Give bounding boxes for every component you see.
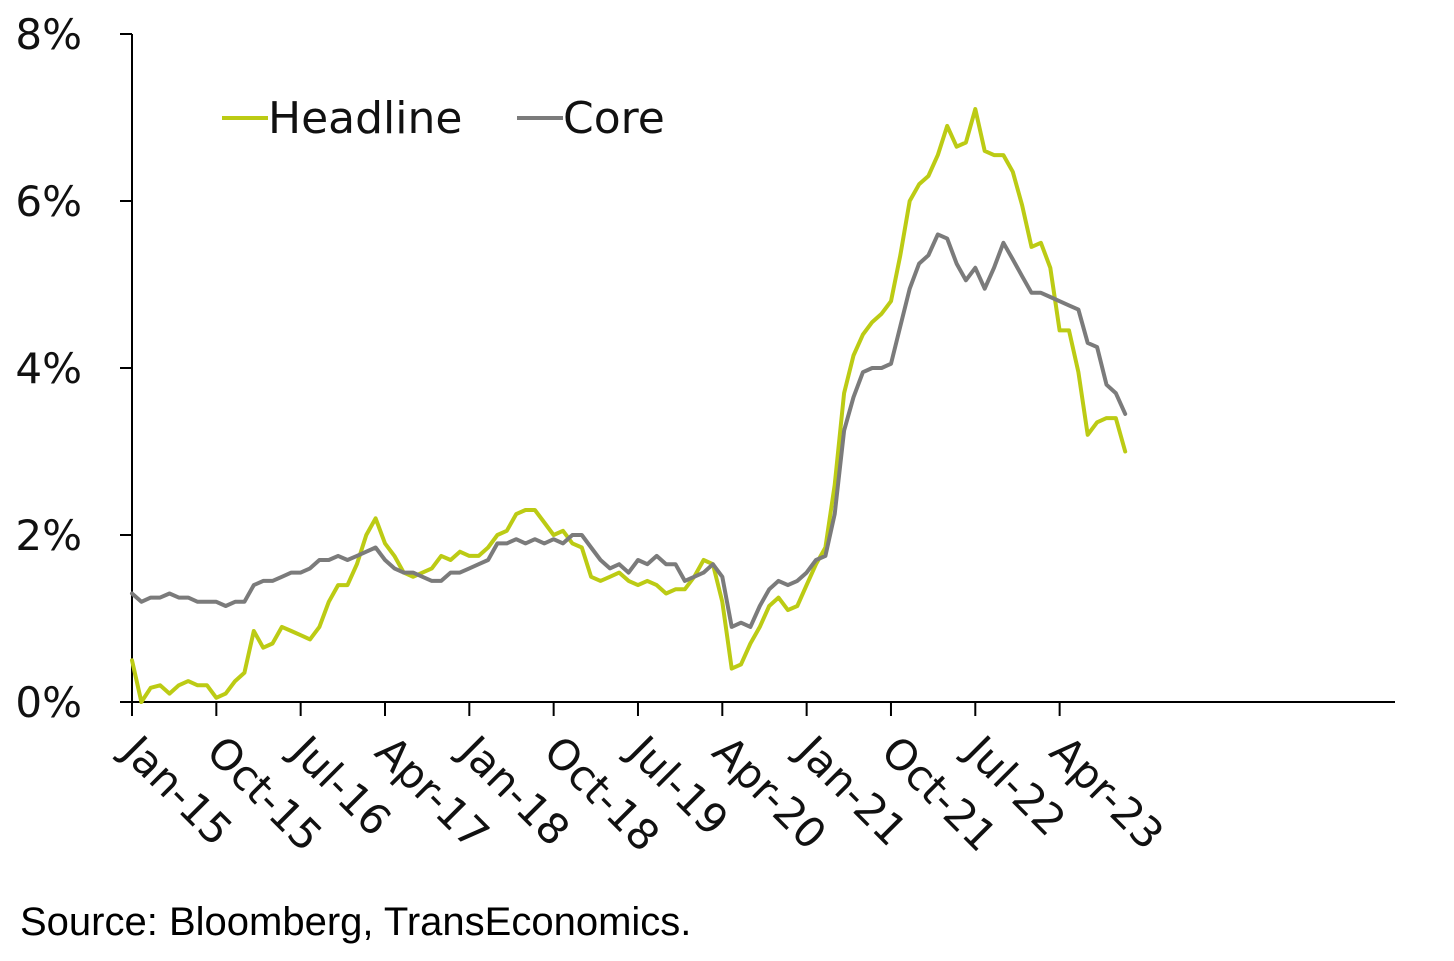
legend: Headline Core xyxy=(222,93,665,144)
x-tick-label: Apr-23 xyxy=(1041,726,1174,859)
legend-label-headline: Headline xyxy=(268,93,462,144)
series-line-headline xyxy=(130,107,1128,704)
y-tick-label: 8% xyxy=(15,10,82,59)
source-note: Source: Bloomberg, TransEconomics. xyxy=(20,900,692,944)
series-line-core xyxy=(130,232,1128,629)
y-tick-label: 0% xyxy=(15,678,82,727)
y-tick-label: 6% xyxy=(15,177,82,226)
legend-label-core: Core xyxy=(563,93,665,144)
y-tick-label: 4% xyxy=(15,344,82,393)
chart-series xyxy=(130,107,1128,704)
y-tick-label: 2% xyxy=(15,511,82,560)
y-axis-ticks: 0% 2% 4% 6% 8% xyxy=(15,10,132,727)
x-axis-ticks: Jan-15Oct-15Jul-16Apr-17Jan-18Oct-18Jul-… xyxy=(111,702,1173,861)
